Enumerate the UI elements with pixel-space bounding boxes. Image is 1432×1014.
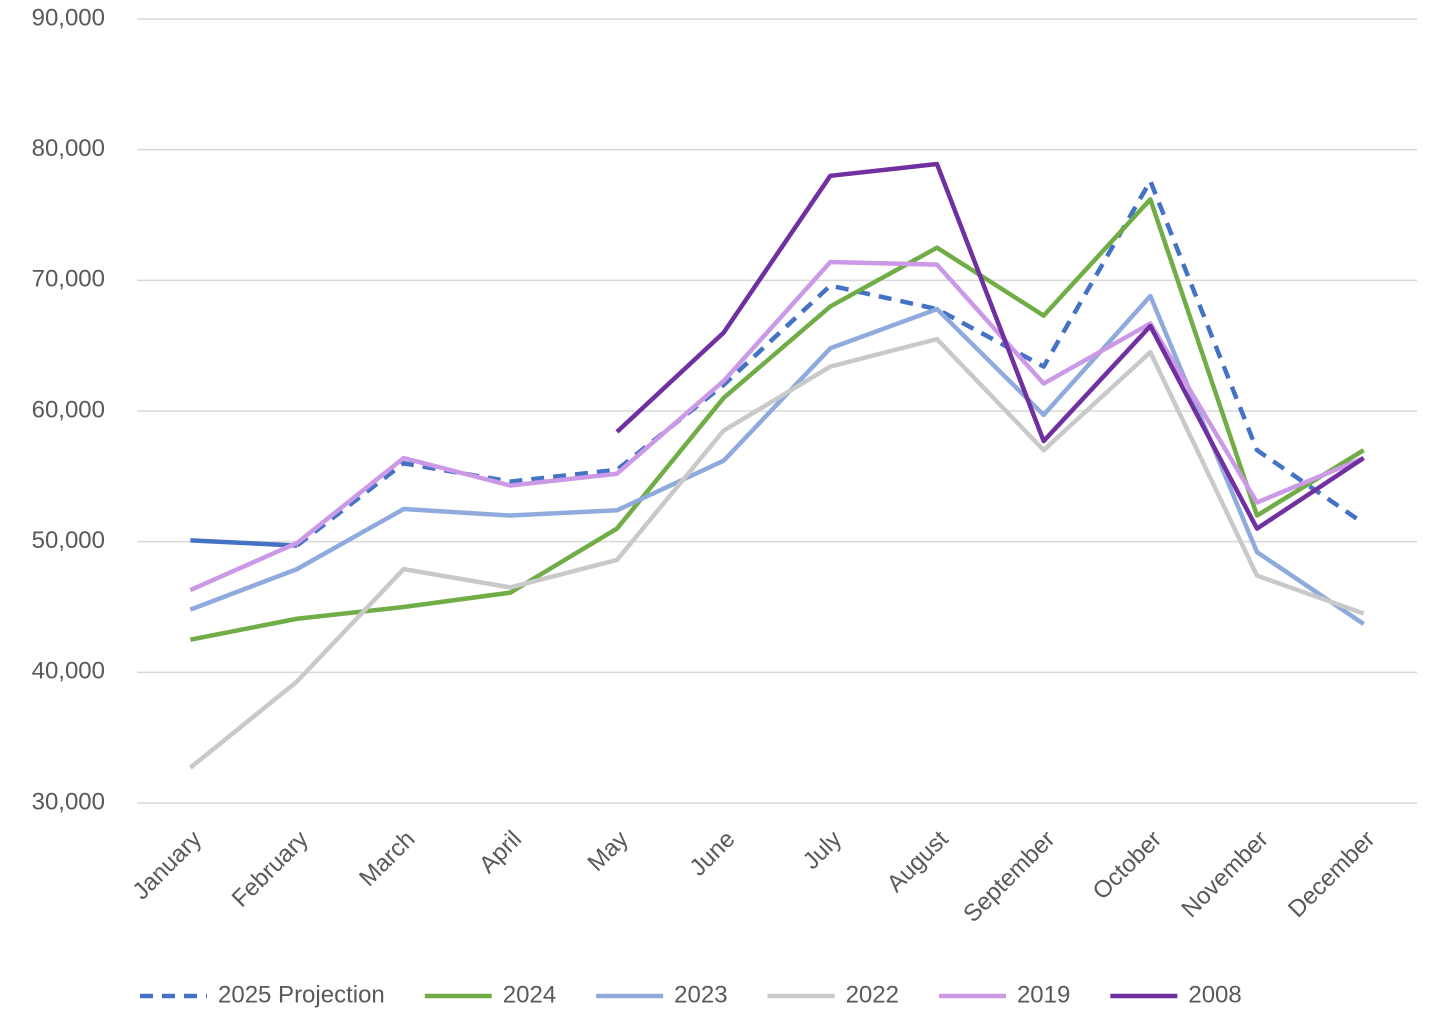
data-line (615, 161, 1365, 531)
legend-label: 2023 (674, 981, 727, 1008)
x-tick-label: August (882, 825, 954, 897)
y-tick-label: 80,000 (32, 135, 105, 162)
legend-item: 2019 (938, 981, 1070, 1008)
legend-label: 2024 (503, 981, 556, 1008)
x-tick-label: March (354, 826, 420, 892)
x-tick-label: September (958, 826, 1060, 928)
data-line (189, 259, 1365, 593)
y-tick-label: 90,000 (32, 4, 105, 31)
x-tick-label: July (798, 826, 847, 875)
x-tick-label: December (1283, 826, 1380, 923)
legend-label: 2025 Projection (218, 981, 385, 1008)
data-line (189, 293, 1365, 626)
data-line (188, 336, 1365, 770)
legend-label: 2022 (846, 981, 899, 1008)
legend-label: 2019 (1017, 981, 1070, 1008)
x-tick-label: January (128, 826, 207, 905)
y-tick-label: 70,000 (32, 266, 105, 293)
data-line (189, 197, 1365, 642)
y-tick-label: 50,000 (32, 527, 105, 554)
legend-item: 2023 (596, 981, 728, 1008)
x-tick-label: October (1088, 826, 1167, 905)
legend-label: 2008 (1188, 981, 1241, 1008)
y-tick-label: 60,000 (32, 396, 105, 423)
data-line (190, 538, 298, 548)
legend-item: 2008 (1110, 981, 1242, 1008)
y-tick-label: 40,000 (32, 658, 105, 685)
legend-item: 2022 (767, 981, 899, 1008)
x-tick-label: February (227, 826, 314, 913)
x-tick-label: November (1176, 826, 1273, 923)
y-tick-label: 30,000 (32, 788, 105, 815)
legend-item: 2025 Projection (140, 981, 385, 1008)
legend-item: 2024 (424, 981, 556, 1008)
x-tick-label: June (685, 826, 741, 882)
x-tick-label: April (474, 826, 527, 879)
x-tick-label: May (583, 826, 634, 877)
